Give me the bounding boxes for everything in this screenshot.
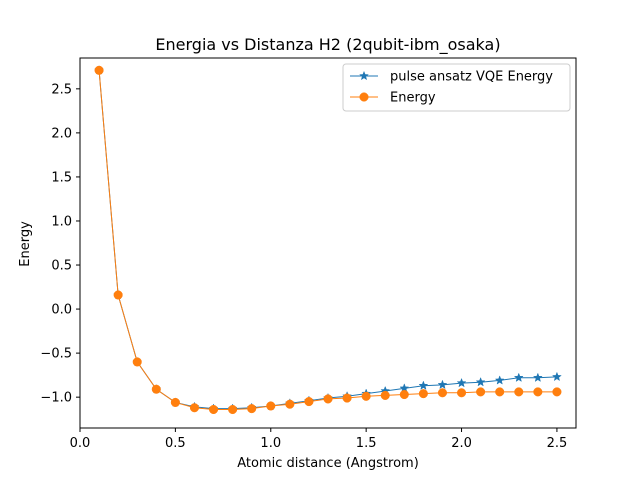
y-tick-label: 0.5 — [51, 259, 72, 274]
x-tick-label: 0.0 — [70, 436, 91, 451]
data-point-vqe — [513, 372, 524, 383]
data-point-energy — [132, 357, 142, 367]
data-point-energy — [514, 387, 524, 397]
data-point-energy — [228, 404, 238, 415]
data-point-energy — [533, 387, 543, 397]
x-tick-label: 2.5 — [547, 436, 568, 451]
data-point-energy — [323, 394, 333, 404]
data-point-vqe — [475, 376, 486, 387]
data-point-energy — [476, 387, 486, 397]
legend-label-vqe: pulse ansatz VQE Energy — [390, 70, 553, 85]
legend-label-energy: Energy — [390, 91, 436, 106]
data-point-energy — [113, 290, 123, 300]
y-tick-label: −1.0 — [40, 391, 72, 406]
series-line-energy — [98, 70, 557, 410]
y-tick-label: −0.5 — [40, 347, 72, 362]
data-point-energy — [456, 388, 467, 398]
data-point-energy — [342, 393, 352, 403]
y-axis-label: Energy — [18, 221, 33, 267]
data-point-energy — [151, 384, 161, 394]
data-point-energy — [361, 391, 371, 401]
x-tick-label: 0.5 — [165, 436, 186, 451]
y-tick-label: 2.5 — [51, 82, 72, 97]
data-point-energy — [495, 387, 505, 397]
legend-marker-vqe — [359, 70, 369, 81]
data-point-energy — [189, 403, 200, 413]
data-point-energy — [94, 65, 104, 75]
plot-area: 0.0 0.5 1.0 1.5 2.0 2.5 −1.0 −0.5 0.0 0.5 1.0 1.5 2.… — [40, 57, 577, 451]
data-point-energy — [399, 389, 409, 400]
y-tick-label: 1.5 — [51, 170, 72, 185]
x-tick-label: 2.0 — [451, 436, 472, 451]
y-tick-label: 0.0 — [51, 303, 72, 318]
data-point-energy — [285, 399, 295, 409]
data-point-energy — [170, 397, 180, 408]
data-point-vqe — [551, 371, 562, 382]
data-point-energy — [266, 401, 276, 411]
series-line-vqe — [98, 70, 557, 410]
x-axis-label: Atomic distance (Angstrom) — [237, 456, 419, 471]
data-point-energy — [552, 387, 562, 397]
legend-box — [342, 63, 571, 112]
chart-title: Energia vs Distanza H2 (2qubit-ibm_osaka… — [155, 35, 500, 55]
data-point-energy — [437, 388, 448, 398]
data-point-vqe — [494, 375, 505, 385]
y-tick-label: 2.0 — [51, 126, 72, 141]
data-point-energy — [418, 389, 428, 399]
y-tick-label: 1.0 — [51, 214, 72, 229]
data-point-energy — [208, 404, 219, 415]
data-point-vqe — [437, 379, 448, 390]
legend: pulse ansatz VQE Energy Energy — [342, 63, 571, 112]
axes-frame — [79, 57, 577, 429]
x-tick-label: 1.0 — [260, 436, 281, 451]
x-tick-label: 1.5 — [356, 436, 377, 451]
data-point-vqe — [456, 377, 467, 388]
data-point-vqe — [418, 380, 429, 390]
data-point-energy — [304, 397, 314, 407]
legend-marker-energy — [359, 92, 369, 102]
data-point-energy — [247, 404, 257, 414]
data-point-vqe — [532, 372, 543, 383]
data-point-energy — [380, 390, 390, 400]
